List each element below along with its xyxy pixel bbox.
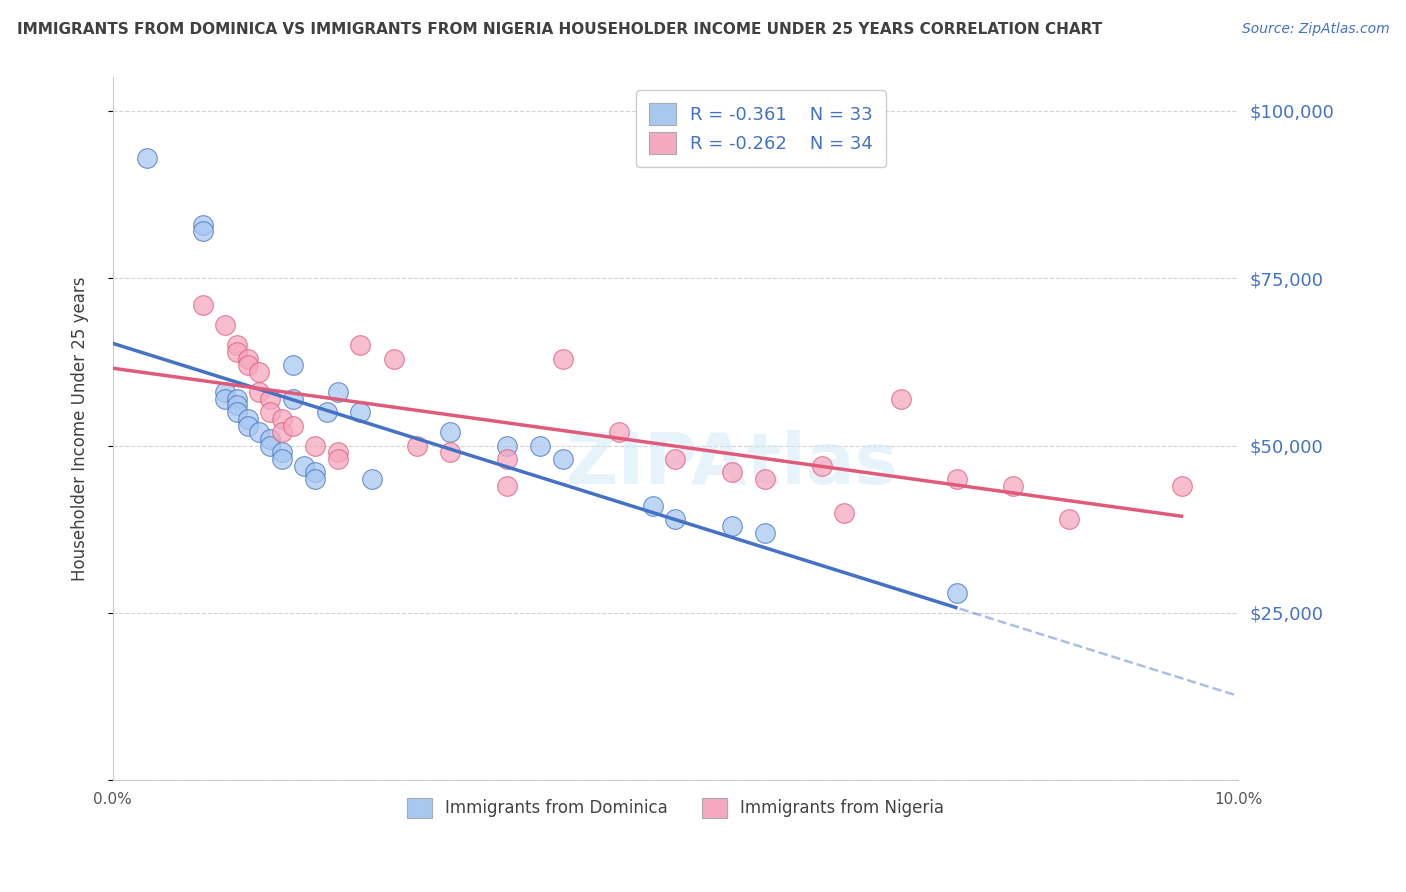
Point (495, 452, 517, 467)
Point (225, 344, 247, 359)
Point (664, 512, 686, 526)
Point (281, 392, 304, 406)
Point (225, 392, 247, 406)
Point (259, 405, 281, 419)
Point (607, 425, 630, 440)
Text: IMMIGRANTS FROM DOMINICA VS IMMIGRANTS FROM NIGERIA HOUSEHOLDER INCOME UNDER 25 : IMMIGRANTS FROM DOMINICA VS IMMIGRANTS F… (17, 22, 1102, 37)
Point (326, 445, 349, 459)
Point (247, 425, 270, 440)
Point (664, 452, 686, 467)
Point (945, 472, 967, 486)
Point (292, 458, 315, 473)
Point (360, 472, 382, 486)
Point (259, 432, 281, 446)
Point (225, 399, 247, 413)
Point (247, 385, 270, 400)
Point (720, 466, 742, 480)
Point (191, 298, 214, 312)
Point (304, 472, 326, 486)
Point (304, 466, 326, 480)
Point (349, 338, 371, 352)
Point (236, 359, 259, 373)
Point (889, 392, 911, 406)
Y-axis label: Householder Income Under 25 years: Householder Income Under 25 years (72, 277, 89, 581)
Point (214, 385, 236, 400)
Point (270, 452, 292, 467)
Point (529, 439, 551, 453)
Point (135, 151, 157, 165)
Point (214, 318, 236, 332)
Point (270, 445, 292, 459)
Point (247, 365, 270, 379)
Point (236, 412, 259, 426)
Point (326, 452, 349, 467)
Point (304, 439, 326, 453)
Point (551, 351, 574, 366)
Point (270, 412, 292, 426)
Legend: Immigrants from Dominica, Immigrants from Nigeria: Immigrants from Dominica, Immigrants fro… (401, 791, 950, 825)
Point (439, 425, 461, 440)
Point (270, 425, 292, 440)
Point (191, 218, 214, 232)
Point (1171, 479, 1194, 493)
Point (832, 506, 855, 520)
Point (810, 458, 832, 473)
Point (225, 405, 247, 419)
Point (1002, 479, 1025, 493)
Point (259, 392, 281, 406)
Point (495, 479, 517, 493)
Point (214, 392, 236, 406)
Point (495, 439, 517, 453)
Point (754, 525, 776, 540)
Point (754, 472, 776, 486)
Point (641, 499, 664, 513)
Point (259, 439, 281, 453)
Point (1059, 512, 1081, 526)
Text: Source: ZipAtlas.com: Source: ZipAtlas.com (1241, 22, 1389, 37)
Point (439, 445, 461, 459)
Point (281, 359, 304, 373)
Text: ZIPAtlas: ZIPAtlas (565, 430, 898, 499)
Point (225, 338, 247, 352)
Point (551, 452, 574, 467)
Point (382, 351, 405, 366)
Point (945, 586, 967, 600)
Point (236, 351, 259, 366)
Point (281, 418, 304, 433)
Point (236, 418, 259, 433)
Point (315, 405, 337, 419)
Point (349, 405, 371, 419)
Point (405, 439, 427, 453)
Point (720, 519, 742, 533)
Point (191, 224, 214, 238)
Point (326, 385, 349, 400)
